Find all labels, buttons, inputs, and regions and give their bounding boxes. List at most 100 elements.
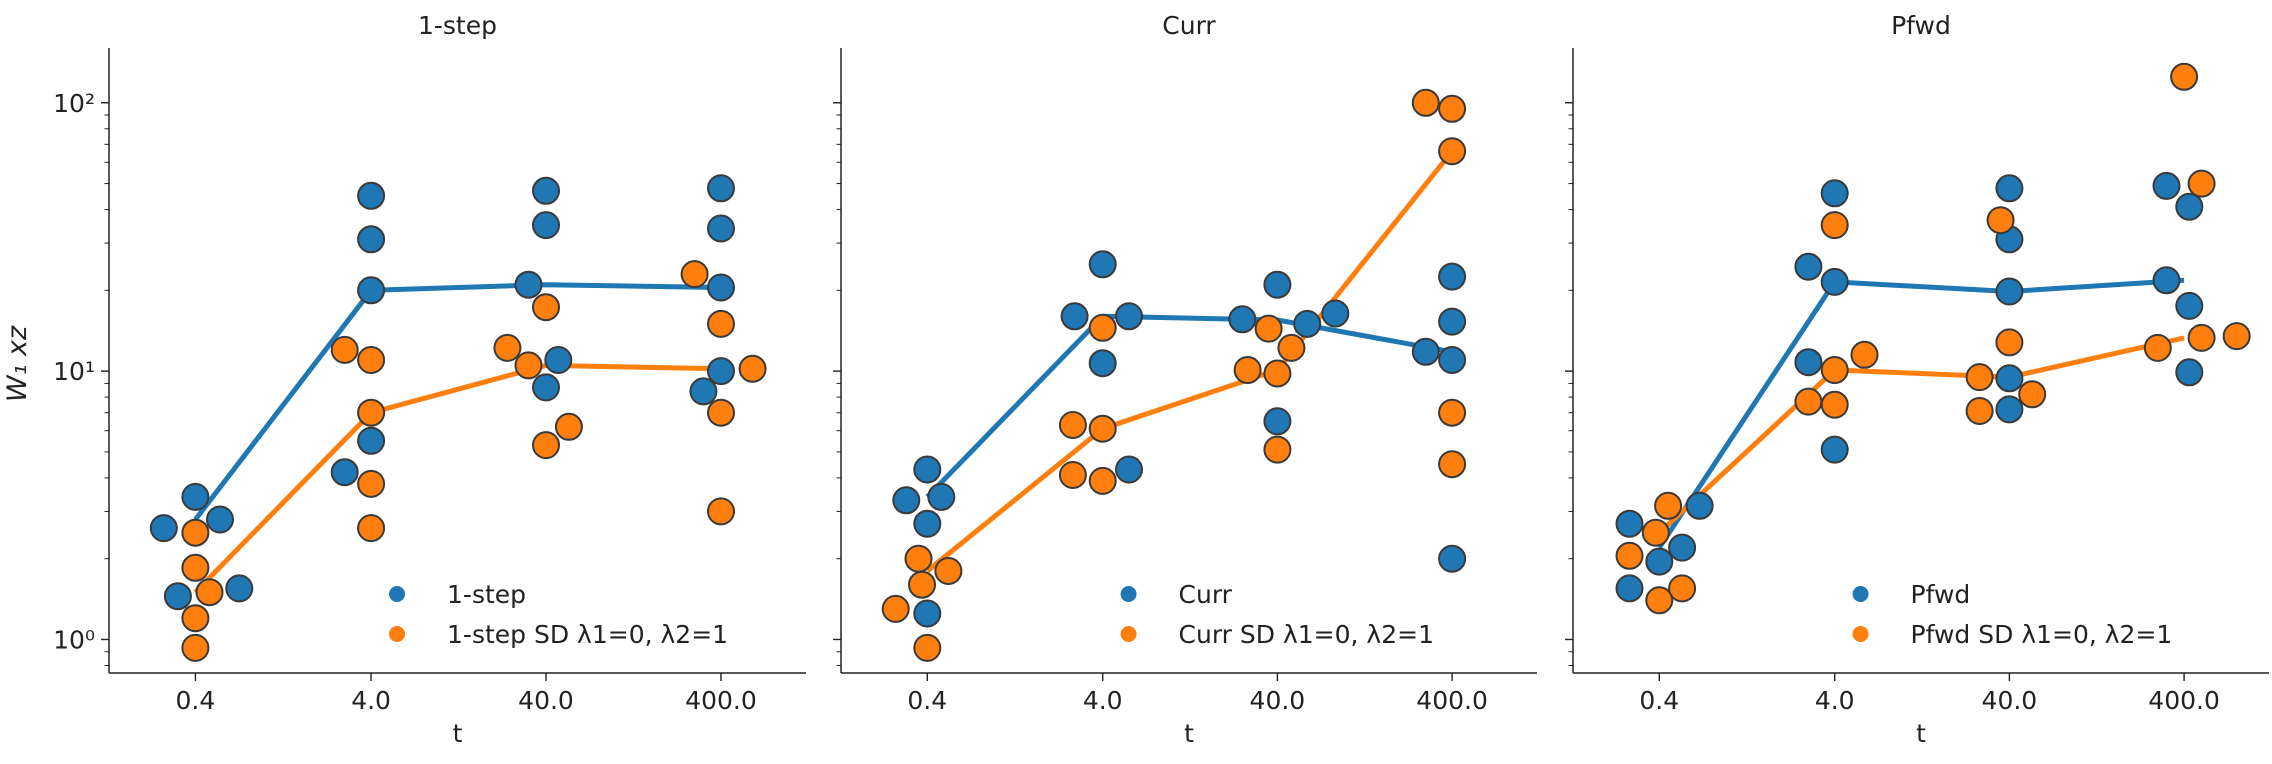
data-point-orange [493, 333, 522, 362]
data-point-blue [1060, 302, 1089, 331]
legend-label: 1-step SD λ1=0, λ2=1 [447, 620, 728, 649]
data-point-orange [1641, 518, 1670, 547]
data-point-orange [2222, 322, 2251, 351]
x-axis-label: t [453, 719, 463, 748]
data-point-blue [1263, 270, 1292, 299]
data-point-orange [738, 354, 767, 383]
data-point-blue [1293, 309, 1322, 338]
data-point-blue [1668, 533, 1697, 562]
series-line-orange [925, 149, 1455, 573]
data-point-blue [1615, 574, 1644, 603]
data-point-orange [181, 604, 210, 633]
data-point-blue [913, 455, 942, 484]
x-tick-label: 0.4 [176, 686, 216, 715]
data-point-orange [532, 431, 560, 460]
data-point-orange [181, 553, 210, 582]
x-tick-label: 400.0 [2148, 686, 2220, 715]
data-point-blue [707, 357, 735, 386]
data-point-blue [1088, 349, 1117, 378]
legend-marker-blue [389, 586, 406, 602]
data-point-blue [544, 346, 573, 374]
data-point-orange [1438, 137, 1467, 166]
x-tick-label: 400.0 [1416, 686, 1488, 715]
data-point-orange [1263, 435, 1292, 464]
data-point-orange [554, 412, 583, 441]
data-point-orange [1850, 340, 1879, 369]
y-axis-label: W₁ xz [2, 325, 33, 402]
y-tick-label: 10² [53, 89, 95, 118]
data-point-blue [913, 599, 942, 628]
data-point-orange [1995, 328, 2024, 357]
data-point-orange [908, 570, 936, 599]
data-point-orange [1615, 541, 1644, 570]
series-line-orange [193, 362, 722, 594]
x-tick-label: 40.0 [1250, 686, 1306, 715]
data-point-blue [2175, 192, 2204, 221]
series-line-orange [1657, 335, 2185, 535]
legend-label: 1-step [447, 580, 526, 609]
data-point-blue [2175, 358, 2204, 387]
legend-label: Pfwd [1911, 580, 1971, 609]
data-point-orange [2170, 62, 2199, 91]
data-point-orange [1794, 387, 1823, 416]
data-point-blue [357, 276, 386, 305]
data-point-blue [1438, 346, 1467, 374]
data-point-blue [1411, 337, 1440, 366]
panel-2: Pfwd 0.4 4.0 40.0 400.0 t Pfwd Pfwd SD λ1=0, λ2… [1565, 11, 2269, 748]
data-point-orange [904, 544, 933, 573]
data-point-blue [1088, 250, 1117, 279]
data-point-blue [892, 486, 921, 515]
data-point-orange [1438, 398, 1467, 427]
legend-marker-orange [1120, 626, 1137, 642]
data-point-blue [1115, 302, 1143, 331]
panel-1: Curr 0.4 4.0 40.0 400.0 t Curr Curr SD λ1=0, λ2… [833, 11, 1537, 748]
x-tick-label: 400.0 [685, 686, 757, 715]
x-axis-label: t [1916, 719, 1926, 748]
data-point-blue [1645, 547, 1674, 576]
data-point-blue [1321, 299, 1350, 328]
data-point-blue [330, 458, 359, 487]
data-point-blue [1820, 267, 1849, 296]
x-tick-label: 4.0 [1815, 686, 1855, 715]
data-point-orange [357, 398, 386, 427]
data-point-orange [707, 497, 735, 526]
legend-marker-orange [389, 626, 406, 642]
data-point-orange [195, 578, 224, 607]
data-point-blue [532, 176, 560, 205]
data-point-orange [330, 335, 359, 364]
x-tick-label: 4.0 [351, 686, 391, 715]
data-point-orange [707, 398, 735, 427]
data-point-orange [357, 346, 386, 374]
data-point-blue [707, 214, 735, 243]
data-point-blue [2152, 171, 2181, 200]
data-point-blue [707, 174, 735, 203]
legend-marker-blue [1120, 586, 1137, 602]
x-axis-label: t [1184, 719, 1194, 748]
data-point-orange [1654, 491, 1683, 520]
data-point-orange [1411, 88, 1440, 117]
data-point-orange [1088, 414, 1117, 443]
data-point-blue [2175, 291, 2204, 320]
data-point-blue [1995, 277, 2024, 306]
data-point-blue [1228, 305, 1257, 334]
data-point-blue [1820, 179, 1849, 208]
legend-marker-orange [1852, 626, 1869, 642]
data-point-orange [2018, 380, 2047, 409]
data-point-orange [2187, 323, 2216, 352]
data-point-orange [680, 260, 709, 289]
x-tick-label: 0.4 [907, 686, 947, 715]
data-point-blue [2152, 266, 2181, 295]
data-point-blue [689, 377, 718, 406]
data-point-blue [1685, 491, 1714, 520]
data-point-blue [1438, 544, 1467, 573]
data-point-orange [357, 514, 386, 543]
data-point-orange [1965, 363, 1994, 392]
legend-marker-blue [1852, 586, 1869, 602]
data-point-orange [1438, 94, 1467, 123]
x-tick-label: 40.0 [1982, 686, 2038, 715]
data-point-orange [2187, 169, 2216, 198]
data-point-orange [532, 293, 560, 322]
data-point-blue [1995, 395, 2024, 424]
data-point-orange [357, 469, 386, 498]
data-point-orange [1233, 356, 1262, 384]
